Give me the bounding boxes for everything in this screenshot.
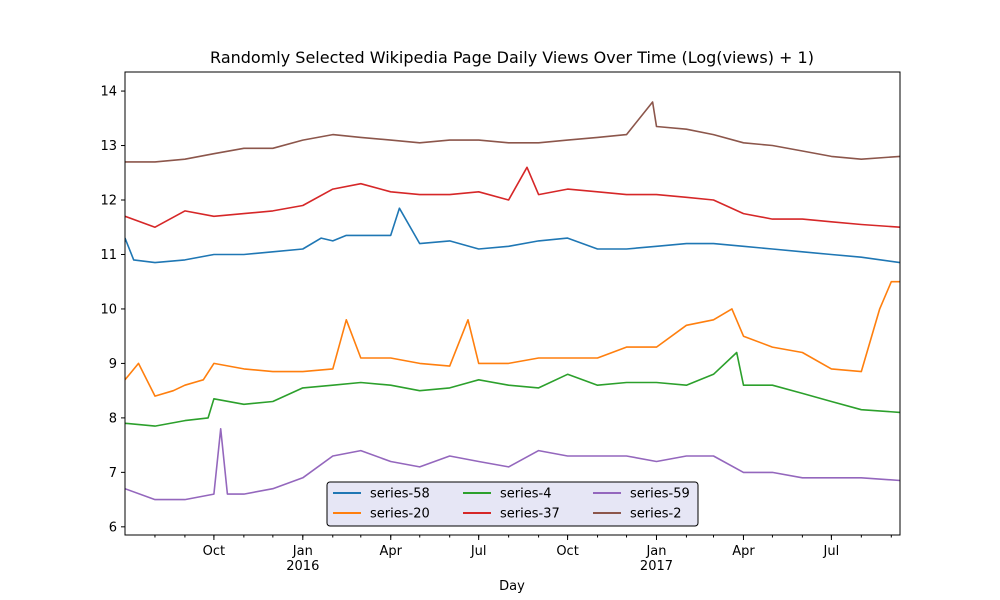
y-tick-label: 7: [109, 466, 117, 481]
chart-title: Randomly Selected Wikipedia Page Daily V…: [210, 48, 814, 67]
x-tick-year-label: 2017: [640, 559, 673, 574]
y-tick-label: 10: [100, 302, 117, 317]
x-tick-label: Jan: [292, 544, 313, 559]
legend-label: series-37: [500, 507, 560, 522]
line-series-58: [125, 207, 900, 264]
x-tick-label: Apr: [379, 544, 402, 559]
x-tick-label: Jul: [470, 544, 487, 559]
y-tick-label: 9: [109, 357, 117, 372]
y-tick-label: 6: [109, 520, 117, 535]
y-tick-label: 14: [100, 85, 117, 100]
y-tick-label: 11: [100, 248, 117, 263]
legend-label: series-58: [370, 487, 430, 502]
y-tick-label: 13: [100, 139, 117, 154]
line-series-4: [125, 351, 900, 427]
x-axis-label: Day: [499, 579, 525, 594]
line-series-2: [125, 101, 900, 163]
y-tick-label: 8: [109, 411, 117, 426]
line-series-37: [125, 166, 900, 228]
legend: series-58 series-20 series-4 series-37 serie…: [326, 481, 699, 527]
legend-label: series-4: [500, 487, 551, 502]
line-series-20: [125, 280, 900, 397]
x-tick-label: Oct: [556, 544, 578, 559]
x-tick-label: Jan: [645, 544, 666, 559]
legend-label: series-59: [630, 487, 690, 502]
plot-frame: [124, 71, 901, 536]
legend-label: series-2: [630, 507, 681, 522]
y-tick-label: 12: [100, 194, 117, 209]
legend-label: series-20: [370, 507, 430, 522]
x-tick-label: Oct: [203, 544, 225, 559]
x-tick-label: Apr: [732, 544, 755, 559]
line-series-59: [125, 427, 900, 501]
x-tick-label: Jul: [823, 544, 840, 559]
y-axis: 6 7 8 9 10 11 12 13 14: [100, 85, 125, 535]
x-tick-year-label: 2016: [286, 559, 319, 574]
series-layer: [125, 101, 900, 501]
